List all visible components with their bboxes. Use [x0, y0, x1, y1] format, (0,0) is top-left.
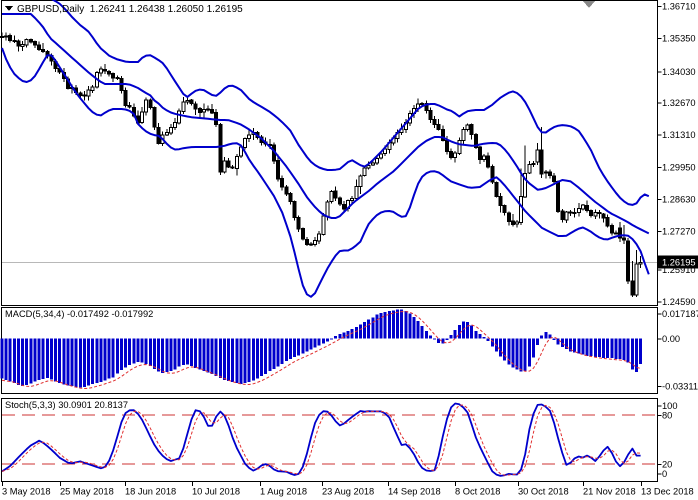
svg-text:1.36710: 1.36710 [662, 2, 696, 12]
svg-text:1.35350: 1.35350 [662, 34, 696, 44]
svg-text:GBPUSD,Daily 1.26241 1.26438: GBPUSD,Daily 1.26241 1.26438 1.26050 1.2… [17, 4, 243, 15]
svg-text:MACD(5,34,4) -0.017492 -0.0179: MACD(5,34,4) -0.017492 -0.017992 [5, 309, 153, 319]
svg-text:-0.033115: -0.033115 [662, 382, 698, 392]
svg-text:0: 0 [662, 469, 667, 479]
svg-text:25 May 2018: 25 May 2018 [60, 487, 114, 497]
svg-text:1.26195: 1.26195 [662, 258, 696, 268]
svg-text:23 Aug 2018: 23 Aug 2018 [322, 487, 374, 497]
svg-text:30 Oct 2018: 30 Oct 2018 [518, 487, 569, 497]
svg-text:100: 100 [662, 401, 678, 411]
svg-text:8 Oct 2018: 8 Oct 2018 [455, 487, 500, 497]
svg-text:0.00: 0.00 [662, 334, 680, 344]
svg-text:10 Jul 2018: 10 Jul 2018 [192, 487, 240, 497]
svg-text:Stoch(5,3,3) 30.0901 20.8137: Stoch(5,3,3) 30.0901 20.8137 [5, 400, 128, 410]
svg-text:14 Sep 2018: 14 Sep 2018 [388, 487, 441, 497]
svg-text:13 Dec 2018: 13 Dec 2018 [641, 487, 694, 497]
svg-text:1.27270: 1.27270 [662, 227, 696, 237]
svg-text:0.017187: 0.017187 [662, 309, 698, 319]
svg-text:1.32670: 1.32670 [662, 98, 696, 108]
svg-text:18 Jun 2018: 18 Jun 2018 [125, 487, 176, 497]
svg-text:1 Aug 2018: 1 Aug 2018 [260, 487, 307, 497]
svg-text:1.25910: 1.25910 [662, 265, 696, 275]
svg-text:1.34030: 1.34030 [662, 67, 696, 77]
svg-text:1.29950: 1.29950 [662, 162, 696, 172]
svg-text:20: 20 [662, 459, 672, 469]
svg-text:3 May 2018: 3 May 2018 [2, 487, 51, 497]
svg-text:21 Nov 2018: 21 Nov 2018 [583, 487, 636, 497]
svg-text:80: 80 [662, 411, 672, 421]
svg-text:1.31310: 1.31310 [662, 130, 696, 140]
svg-text:1.24590: 1.24590 [662, 297, 696, 307]
svg-text:1.28630: 1.28630 [662, 195, 696, 205]
